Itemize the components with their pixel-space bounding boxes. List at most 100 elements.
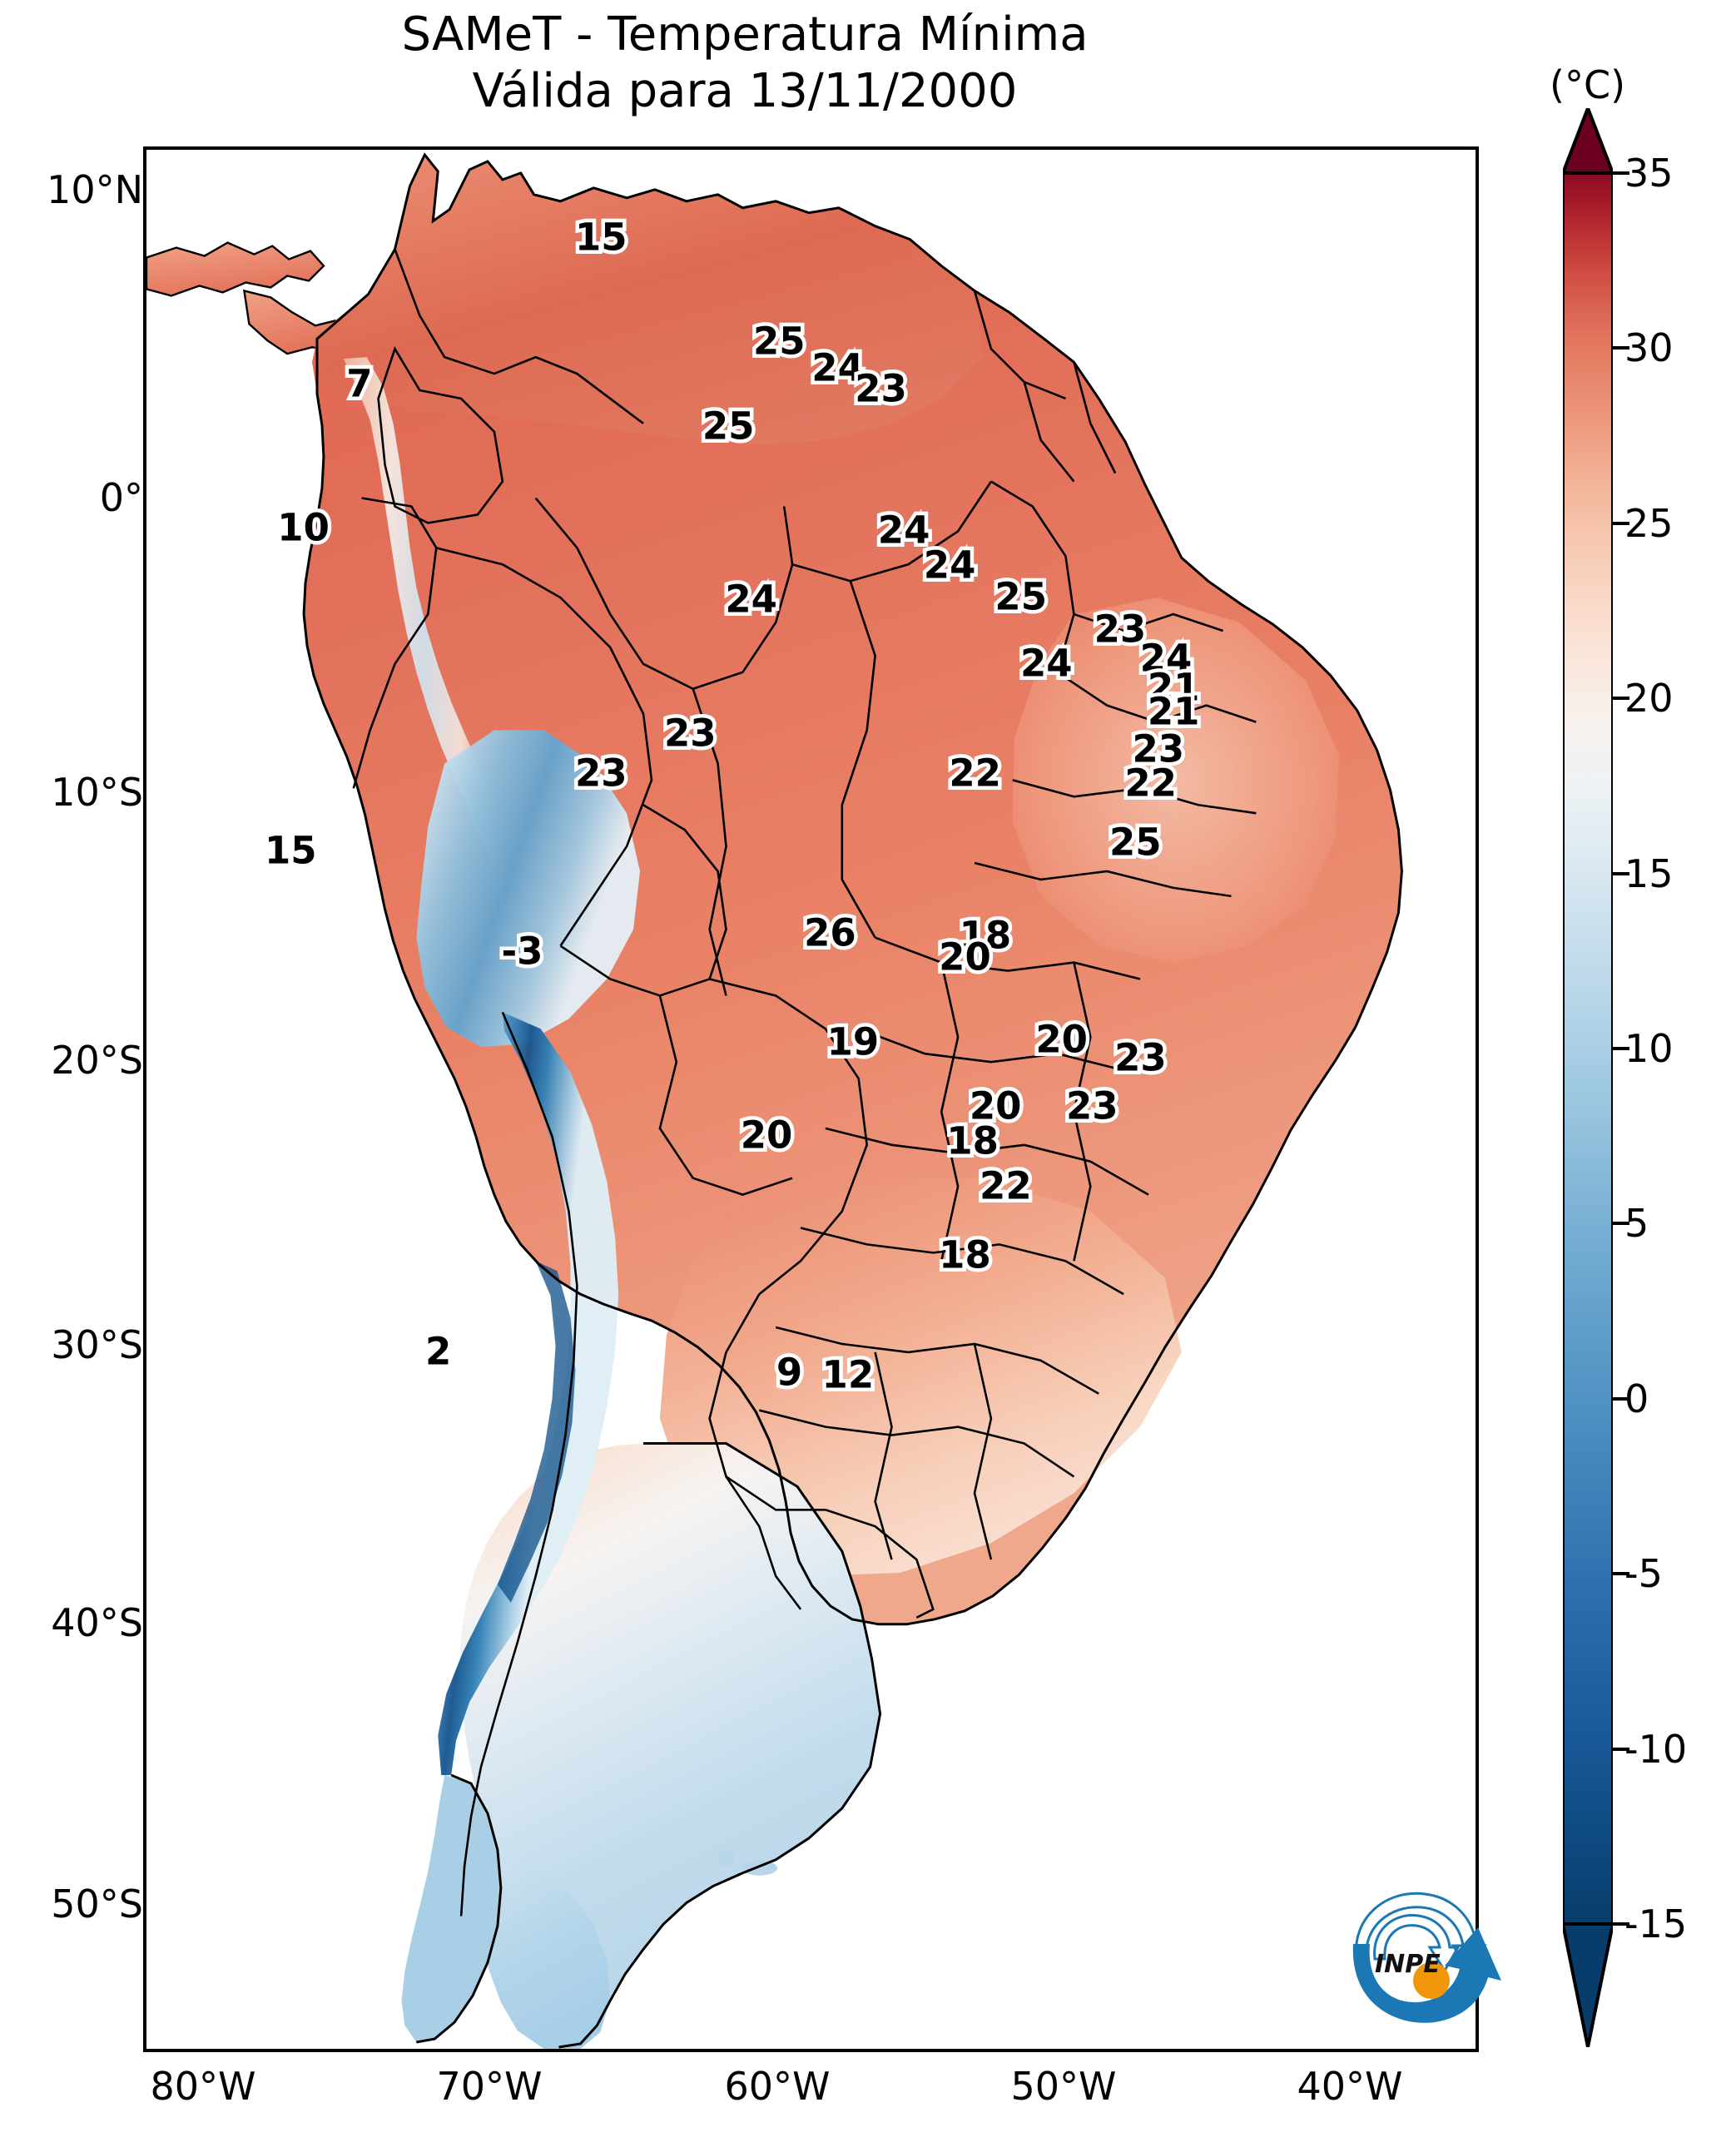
- shade-south-brazil: [659, 1178, 1182, 1576]
- colorbar-arrow-bottom: [1563, 1922, 1613, 2047]
- coastline-chile-south: [416, 1773, 503, 2044]
- temperature-label: 20: [1032, 1014, 1092, 1065]
- colorbar-tick-mark: [1613, 1922, 1629, 1926]
- temperature-label: -3: [498, 925, 547, 977]
- temperature-label: 15: [261, 825, 321, 876]
- temperature-label: 23: [660, 707, 720, 759]
- colorbar-tick-mark: [1613, 171, 1629, 175]
- ytick-label-50S: 50°S: [51, 1882, 143, 1926]
- temperature-label: 23: [1063, 1080, 1123, 1132]
- temperature-label: 21: [1143, 686, 1203, 737]
- temperature-label: 20: [965, 1080, 1025, 1132]
- orange-dot-icon: [1413, 1962, 1450, 1999]
- colorbar-gradient: [1563, 171, 1613, 1926]
- temperature-map: [146, 152, 1403, 2049]
- temperature-label: 24: [874, 504, 934, 556]
- island-falkland: [717, 1849, 735, 1867]
- colorbar-tick-label: 25: [1624, 500, 1674, 546]
- shade-southern-chile: [401, 1775, 501, 2043]
- colorbar-tick-label: -15: [1624, 1902, 1688, 1946]
- temperature-label: 24: [920, 539, 980, 591]
- temperature-label: 18: [943, 1115, 1003, 1167]
- temperature-label: 20: [935, 931, 995, 983]
- temperature-label: 2: [421, 1326, 454, 1377]
- colorbar-tick-mark: [1613, 871, 1629, 875]
- temperature-label: 22: [945, 747, 1005, 799]
- landmass-central-america: [146, 241, 325, 297]
- temperature-label: 25: [698, 400, 758, 452]
- temperature-label: 22: [976, 1160, 1036, 1212]
- temperature-label: 25: [1105, 816, 1165, 868]
- xtick-label-60W: 60°W: [724, 2064, 831, 2109]
- temperature-label: 23: [851, 363, 911, 414]
- temperature-label: 7: [343, 358, 376, 409]
- colorbar-tick-label: 35: [1624, 151, 1674, 196]
- island-falkland-east: [741, 1860, 778, 1876]
- inpe-wordmark: INPE: [1375, 1950, 1441, 1979]
- inpe-logo: INPE: [1338, 1879, 1505, 2033]
- title-line-1: SAMeT - Temperatura Mínima: [401, 7, 1089, 62]
- shade-andes-north: [343, 357, 529, 911]
- temperature-label: 25: [991, 571, 1051, 622]
- chart-title-block: SAMeT - Temperatura Mínima Válida para 1…: [0, 7, 1490, 121]
- xtick-label-40W: 40°W: [1297, 2064, 1403, 2109]
- ytick-label-0: 0°: [99, 475, 143, 520]
- colorbar-tick-mark: [1613, 697, 1629, 701]
- outer-arrow-icon: [1354, 1892, 1487, 1973]
- colorbar-tick-label: 10: [1624, 1026, 1674, 1071]
- ytick-label-40S: 40°S: [51, 1600, 143, 1645]
- colorbar-tick-label: 15: [1624, 850, 1674, 896]
- temperature-label: 20: [737, 1109, 796, 1161]
- temperature-label: 15: [571, 211, 631, 263]
- temperature-label: 12: [818, 1349, 878, 1401]
- temperature-label: 23: [1128, 723, 1188, 775]
- shade-northeast-brazil: [1012, 598, 1339, 963]
- colorbar-unit-label: (°C): [1550, 62, 1626, 107]
- shade-andes-cold-core: [497, 1261, 576, 1603]
- colorbar-tick-mark: [1613, 346, 1629, 350]
- shade-andes-central: [438, 1012, 619, 1776]
- coastline-argentina: [558, 1442, 882, 2049]
- colorbar: [1563, 108, 1613, 2047]
- temperature-label: 22: [1121, 757, 1181, 809]
- colorbar-arrow-top: [1563, 108, 1613, 175]
- ytick-label-30S: 30°S: [51, 1322, 143, 1367]
- colorbar-tick-label: -10: [1624, 1726, 1688, 1772]
- colorbar-tick-mark: [1613, 521, 1629, 525]
- xtick-label-50W: 50°W: [1010, 2064, 1117, 2109]
- colorbar-tick-label: 0: [1624, 1376, 1649, 1421]
- temperature-label: 18: [935, 1229, 995, 1281]
- xtick-label-80W: 80°W: [150, 2064, 256, 2109]
- xtick-label-70W: 70°W: [436, 2064, 543, 2109]
- ytick-label-10S: 10°S: [51, 770, 143, 815]
- shade-altiplano: [416, 730, 641, 1048]
- coastline-south-america: [302, 152, 1403, 1626]
- temperature-label: 19: [823, 1016, 883, 1068]
- temperature-label: 23: [1111, 1032, 1171, 1083]
- administrative-borders: [352, 249, 1257, 1916]
- temperature-label: 24: [1136, 632, 1196, 684]
- colorbar-tick-mark: [1613, 1747, 1629, 1751]
- temperature-label: 23: [571, 747, 631, 799]
- temperature-label: 25: [749, 315, 809, 367]
- shade-patagonia: [476, 1857, 611, 2049]
- temperature-label: 18: [955, 910, 1015, 961]
- temperature-label: 23: [1090, 603, 1150, 655]
- title-line-2: Válida para 13/11/2000: [472, 64, 1018, 119]
- colorbar-tick-mark: [1613, 1047, 1629, 1050]
- temperature-label: 10: [274, 502, 334, 553]
- colorbar-tick-label: 30: [1624, 325, 1674, 371]
- colorbar-tick-mark: [1613, 1396, 1629, 1401]
- temperature-label: 24: [808, 342, 868, 394]
- temperature-label: 9: [772, 1346, 806, 1398]
- temperature-label: 21: [1143, 662, 1203, 713]
- colorbar-tick-label: 5: [1624, 1201, 1649, 1247]
- colorbar-tick-mark: [1613, 1572, 1629, 1576]
- colorbar-tick-label: -5: [1624, 1551, 1663, 1597]
- map-plot-area: [143, 146, 1479, 2052]
- temperature-label: 24: [1016, 637, 1076, 689]
- ytick-label-10N: 10°N: [47, 167, 143, 212]
- temperature-label: 26: [801, 907, 861, 959]
- swoosh-arrow-icon: [1352, 1927, 1501, 2023]
- colorbar-tick-label: 20: [1624, 676, 1674, 721]
